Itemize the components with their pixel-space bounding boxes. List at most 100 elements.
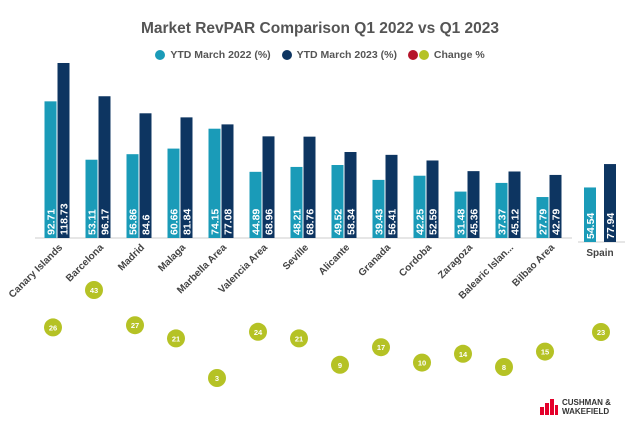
data-label-2022: 39.43 (374, 209, 386, 235)
data-label-2022: 48.21 (292, 209, 304, 235)
legend-item-2023: YTD March 2023 (%) (281, 49, 397, 61)
bar-2023 (604, 164, 616, 242)
data-label-2023: 56.41 (387, 209, 399, 235)
data-label-2023: 84.6 (141, 214, 153, 235)
bar-2022 (85, 159, 98, 238)
bar-2022 (167, 148, 180, 238)
legend-label-change: Change % (433, 49, 485, 61)
data-label-2023: 81.84 (182, 209, 194, 235)
bar-2022 (495, 182, 508, 238)
change-bubble (85, 281, 103, 299)
change-bubble (536, 342, 554, 361)
bar-2022 (290, 166, 303, 238)
change-label: 8 (502, 363, 506, 372)
data-label-2022: 37.37 (497, 209, 509, 235)
change-label: 26 (49, 323, 57, 332)
bar-2023 (344, 152, 357, 238)
data-label-2022: 74.15 (210, 209, 222, 235)
bar-2022 (413, 175, 426, 238)
legend-label-2023: YTD March 2023 (%) (296, 49, 397, 61)
category-label: Bilbao Area (510, 242, 557, 289)
bar-2022 (208, 128, 221, 238)
change-label: 10 (418, 359, 426, 368)
change-label: 3 (215, 374, 219, 383)
category-label: Alicante (317, 242, 353, 278)
bar-2023 (139, 113, 152, 238)
category-label: Madrid (116, 242, 147, 273)
logo-text-1: CUSHMAN & (562, 398, 611, 407)
data-label-2022: 56.86 (128, 209, 140, 235)
data-label-2023: 45.36 (469, 209, 481, 235)
bar-2023 (426, 160, 439, 238)
category-label: Barcelona (64, 242, 106, 284)
data-label-2022: 27.79 (538, 209, 550, 235)
change-label: 21 (295, 334, 303, 343)
change-bubble (454, 344, 472, 363)
category-label: Canary Islands (7, 242, 65, 300)
bar-2022 (372, 179, 385, 238)
change-bubble (290, 329, 308, 348)
change-bubble (592, 323, 610, 341)
legend-item-2022: YTD March 2022 (%) (155, 49, 271, 61)
bar-2023 (180, 117, 193, 238)
change-label: 21 (172, 334, 180, 343)
change-bubble (249, 322, 267, 341)
legend-swatch-2023 (281, 50, 292, 60)
legend-swatch-change-green (418, 50, 429, 60)
category-label: Spain (586, 248, 613, 259)
category-label: Malaga (156, 242, 188, 274)
change-label: 43 (90, 286, 98, 295)
data-label-2023: 77.94 (605, 213, 617, 239)
data-label-2023: 42.79 (551, 209, 563, 235)
bar-2022 (584, 187, 596, 242)
bar-2023 (549, 174, 562, 238)
bar-2023 (57, 62, 70, 239)
data-label-2023: 45.12 (510, 209, 522, 235)
change-label: 15 (541, 348, 549, 357)
bar-2023 (303, 136, 316, 238)
data-label-2022: 31.48 (456, 209, 468, 235)
change-bubble (44, 318, 62, 337)
data-label-2022: 42.25 (415, 209, 427, 235)
data-label-2023: 118.73 (59, 203, 71, 235)
bar-2022 (249, 171, 262, 238)
legend-swatch-change-red (407, 50, 418, 60)
bar-2023 (467, 171, 480, 238)
data-label-2023: 68.76 (305, 209, 317, 235)
data-label-2022: 44.89 (251, 209, 263, 235)
data-label-2023: 58.34 (346, 209, 358, 235)
change-bubble (126, 316, 144, 335)
change-bubble (208, 369, 226, 387)
data-label-2022: 49.52 (333, 209, 345, 235)
change-label: 9 (338, 361, 342, 370)
data-label-2023: 68.96 (264, 209, 276, 235)
bar-2022 (126, 154, 139, 238)
data-label-2023: 52.59 (428, 209, 440, 235)
change-bubble (331, 355, 349, 374)
bar-2022 (454, 191, 467, 238)
change-label: 24 (254, 328, 263, 337)
logo-mark-icon (540, 399, 558, 415)
bar-2023 (221, 124, 234, 238)
chart-title: Market RevPAR Comparison Q1 2022 vs Q1 2… (140, 20, 500, 37)
data-label-2022: 53.11 (87, 209, 99, 235)
bar-2023 (385, 154, 398, 238)
category-label: Zaragoza (436, 242, 475, 281)
category-label: Cordoba (397, 242, 434, 279)
bar-2022 (44, 101, 57, 238)
legend-label-2022: YTD March 2022 (%) (170, 49, 271, 61)
change-bubble (495, 358, 513, 376)
category-label: Granada (357, 242, 394, 279)
bar-2023 (508, 171, 521, 238)
change-label: 23 (597, 328, 605, 337)
data-label-2023: 77.08 (223, 209, 235, 235)
data-label-2022: 54.54 (585, 213, 597, 239)
legend: YTD March 2022 (%) YTD March 2023 (%) Ch… (0, 49, 640, 63)
category-label: Seville (281, 242, 311, 272)
bar-2022 (536, 197, 549, 238)
cushman-wakefield-logo: CUSHMAN & WAKEFIELD (540, 398, 611, 416)
bar-2023 (262, 136, 275, 238)
data-label-2022: 60.66 (169, 209, 181, 235)
change-label: 27 (131, 321, 139, 330)
